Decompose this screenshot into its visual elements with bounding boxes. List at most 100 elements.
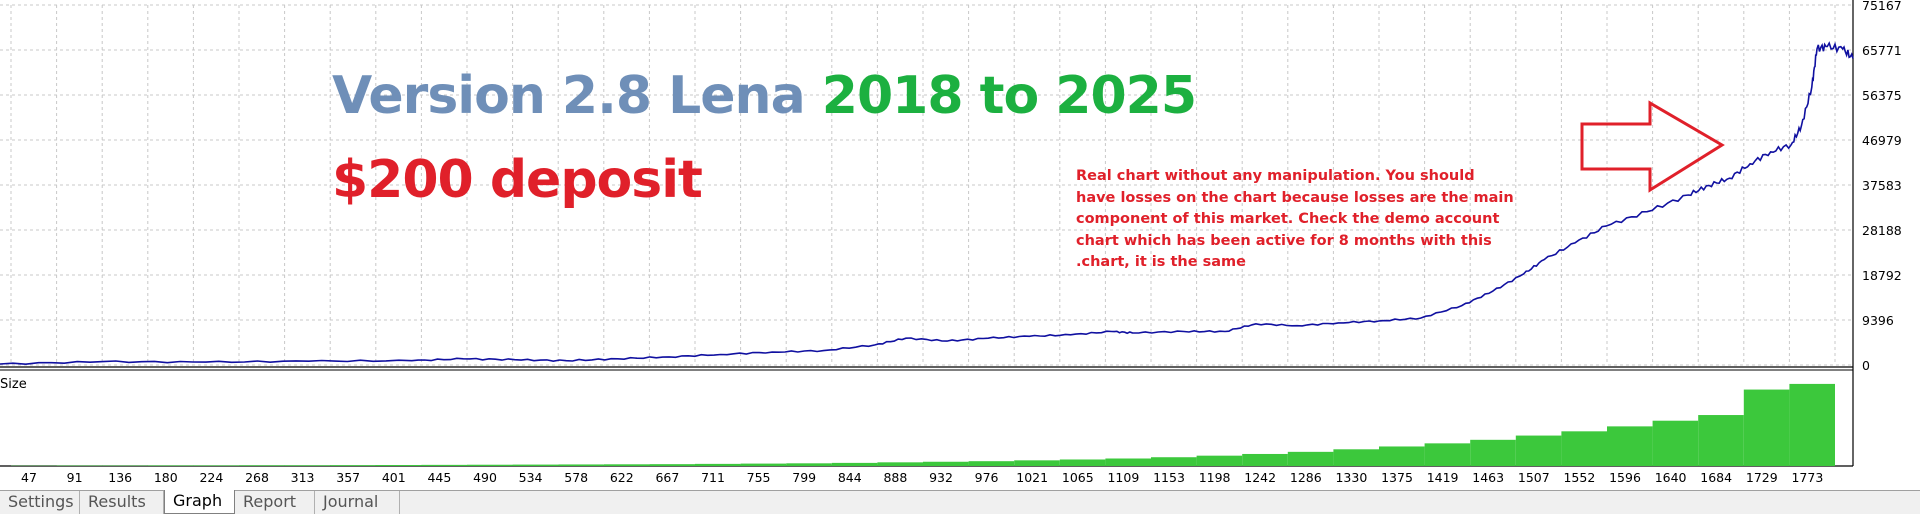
volume-bar bbox=[831, 462, 878, 466]
volume-bar bbox=[1105, 458, 1151, 466]
volume-bar bbox=[1014, 460, 1060, 466]
x-tick-label: 1552 bbox=[1563, 470, 1595, 485]
volume-bar bbox=[740, 463, 787, 466]
tab-journal[interactable]: Journal bbox=[315, 491, 400, 514]
x-tick-label: 180 bbox=[154, 470, 178, 485]
volume-bar bbox=[558, 464, 604, 466]
tab-settings[interactable]: Settings bbox=[0, 491, 80, 514]
volume-bar bbox=[1151, 457, 1197, 466]
right-arrow-icon bbox=[1580, 100, 1725, 193]
tester-tab-bar: Settings Results Graph Report Journal bbox=[0, 490, 1920, 514]
volume-bar bbox=[603, 464, 650, 466]
volume-bar bbox=[923, 461, 969, 466]
y-axis-labels: 75167 65771 56375 46979 37583 28188 18792 9396 0 bbox=[1862, 0, 1902, 373]
x-tick-label: 136 bbox=[108, 470, 132, 485]
volume-bar bbox=[1698, 415, 1744, 466]
x-tick-label: 1198 bbox=[1199, 470, 1231, 485]
tab-results[interactable]: Results bbox=[80, 491, 164, 514]
x-tick-label: 1596 bbox=[1609, 470, 1641, 485]
x-tick-label: 622 bbox=[610, 470, 634, 485]
x-tick-label: 490 bbox=[473, 470, 497, 485]
volume-bar bbox=[968, 461, 1015, 466]
volume-bar bbox=[1789, 383, 1835, 466]
x-tick-label: 1286 bbox=[1290, 470, 1322, 485]
x-tick-label: 534 bbox=[519, 470, 543, 485]
y-tick-label: 75167 bbox=[1862, 0, 1902, 13]
volume-bar bbox=[512, 464, 559, 466]
x-tick-label: 1463 bbox=[1472, 470, 1504, 485]
volume-bar bbox=[786, 463, 832, 466]
x-tick-label: 1684 bbox=[1700, 470, 1732, 485]
x-tick-label: 1729 bbox=[1746, 470, 1778, 485]
volume-bar bbox=[649, 464, 695, 466]
volume-bar bbox=[421, 464, 467, 466]
y-tick-label: 46979 bbox=[1862, 133, 1902, 148]
volume-bar bbox=[467, 464, 513, 466]
x-tick-label: 1153 bbox=[1153, 470, 1185, 485]
y-tick-label: 0 bbox=[1862, 358, 1870, 373]
x-axis-labels: 47 91 136 180 224 268 313 357 401 445 490 534 578 622… bbox=[21, 470, 1823, 485]
tab-report[interactable]: Report bbox=[235, 491, 315, 514]
y-tick-label: 9396 bbox=[1862, 313, 1894, 328]
volume-bar bbox=[284, 465, 331, 466]
x-tick-label: 1065 bbox=[1062, 470, 1094, 485]
equity-line bbox=[0, 41, 1854, 366]
volume-bar bbox=[1242, 453, 1288, 466]
x-tick-label: 224 bbox=[199, 470, 223, 485]
volume-bar bbox=[1743, 389, 1790, 466]
x-tick-label: 445 bbox=[427, 470, 451, 485]
volume-bars bbox=[11, 383, 1835, 466]
title-years-text: 2018 to 2025 bbox=[821, 66, 1197, 126]
x-tick-label: 1330 bbox=[1335, 470, 1367, 485]
x-tick-label: 844 bbox=[838, 470, 862, 485]
volume-bar bbox=[1059, 459, 1106, 466]
volume-bar bbox=[1287, 451, 1334, 466]
x-tick-label: 1640 bbox=[1655, 470, 1687, 485]
y-tick-label: 37583 bbox=[1862, 178, 1902, 193]
x-tick-label: 1021 bbox=[1016, 470, 1048, 485]
y-tick-label: 28188 bbox=[1862, 223, 1902, 238]
volume-bar bbox=[695, 463, 741, 466]
x-tick-label: 1242 bbox=[1244, 470, 1276, 485]
volume-bar bbox=[1561, 431, 1607, 466]
y-tick-label: 56375 bbox=[1862, 88, 1902, 103]
x-tick-label: 755 bbox=[747, 470, 771, 485]
x-tick-label: 1109 bbox=[1107, 470, 1139, 485]
overlay-title: Version 2.8 Lena 2018 to 2025 bbox=[332, 66, 1197, 126]
chart-background bbox=[0, 0, 1920, 490]
x-tick-label: 1419 bbox=[1427, 470, 1459, 485]
deposit-text: $200 deposit bbox=[332, 150, 703, 210]
x-tick-label: 357 bbox=[336, 470, 360, 485]
tab-graph[interactable]: Graph bbox=[164, 490, 235, 514]
volume-bar bbox=[1515, 435, 1562, 466]
volume-bar bbox=[1333, 449, 1379, 466]
x-tick-label: 47 bbox=[21, 470, 37, 485]
x-tick-label: 1773 bbox=[1791, 470, 1823, 485]
x-tick-label: 932 bbox=[929, 470, 953, 485]
x-tick-label: 711 bbox=[701, 470, 725, 485]
y-tick-label: 18792 bbox=[1862, 268, 1902, 283]
x-tick-label: 976 bbox=[975, 470, 999, 485]
x-tick-label: 313 bbox=[291, 470, 315, 485]
x-tick-label: 1507 bbox=[1518, 470, 1550, 485]
volume-bar bbox=[147, 465, 194, 466]
volume-bar bbox=[193, 465, 239, 466]
x-tick-label: 888 bbox=[883, 470, 907, 485]
chart-grid bbox=[0, 4, 1853, 366]
volume-bar bbox=[1470, 439, 1516, 466]
volume-bar bbox=[1379, 446, 1425, 466]
strategy-tester-graph: 75167 65771 56375 46979 37583 28188 18792 9396 0… bbox=[0, 0, 1920, 490]
volume-bar bbox=[1652, 420, 1699, 466]
x-tick-label: 578 bbox=[564, 470, 588, 485]
volume-bar bbox=[1424, 443, 1471, 466]
volume-panel-label: Size bbox=[0, 377, 27, 392]
x-tick-label: 91 bbox=[67, 470, 83, 485]
volume-bar bbox=[877, 462, 923, 466]
volume-bar bbox=[1196, 455, 1243, 466]
volume-bar bbox=[239, 465, 285, 466]
x-tick-label: 1375 bbox=[1381, 470, 1413, 485]
volume-bar bbox=[1607, 426, 1653, 466]
x-tick-label: 667 bbox=[655, 470, 679, 485]
volume-bar bbox=[375, 465, 422, 466]
x-tick-label: 401 bbox=[382, 470, 406, 485]
